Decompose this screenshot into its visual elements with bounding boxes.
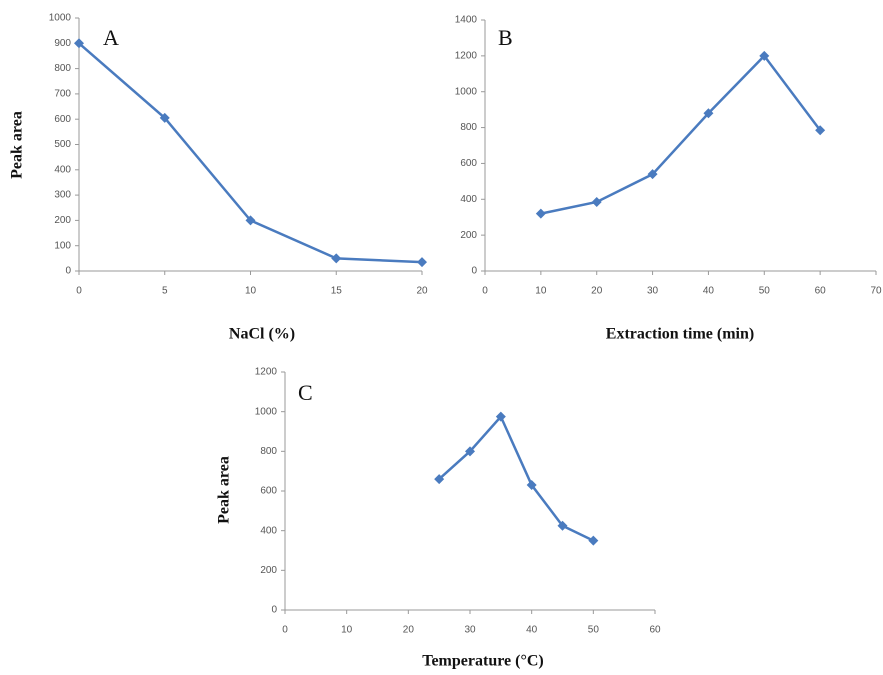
y-axis-title: Peak area bbox=[216, 456, 233, 524]
data-point bbox=[526, 480, 537, 491]
x-tick-label: 20 bbox=[416, 286, 428, 297]
data-point bbox=[703, 108, 714, 119]
y-tick-label: 500 bbox=[54, 139, 71, 150]
y-tick-label: 1000 bbox=[455, 86, 478, 97]
x-tick-label: 10 bbox=[245, 286, 257, 297]
data-line bbox=[78, 42, 423, 264]
x-tick-label: 70 bbox=[870, 286, 882, 297]
y-tick-label: 1400 bbox=[455, 15, 478, 26]
x-tick-label: 50 bbox=[759, 286, 771, 297]
x-axis-title: NaCl (%) bbox=[229, 326, 295, 343]
y-tick-label: 700 bbox=[54, 89, 71, 100]
x-tick-label: 60 bbox=[815, 286, 827, 297]
x-tick-label: 30 bbox=[647, 286, 659, 297]
x-tick-label: 0 bbox=[76, 286, 82, 297]
x-tick-label: 0 bbox=[482, 286, 488, 297]
y-tick-label: 1000 bbox=[49, 13, 72, 24]
x-tick-label: 50 bbox=[588, 625, 600, 636]
x-axis-title: Extraction time (min) bbox=[606, 326, 754, 343]
y-tick-label: 800 bbox=[54, 63, 71, 74]
y-tick-label: 1200 bbox=[255, 367, 278, 378]
y-tick-label: 1000 bbox=[255, 406, 278, 417]
x-tick-label: 40 bbox=[703, 286, 715, 297]
data-point bbox=[815, 125, 826, 136]
y-tick-label: 0 bbox=[471, 266, 477, 277]
data-point bbox=[591, 196, 602, 207]
x-axis-title: Temperature (°C) bbox=[422, 653, 543, 670]
data-point bbox=[535, 208, 546, 219]
y-tick-label: 200 bbox=[54, 215, 71, 226]
data-point bbox=[417, 257, 427, 268]
y-tick-label: 600 bbox=[460, 158, 477, 169]
y-tick-label: 600 bbox=[260, 486, 277, 497]
data-point bbox=[465, 446, 475, 457]
data-point bbox=[759, 50, 770, 61]
data-point bbox=[495, 411, 506, 422]
data-point bbox=[588, 535, 599, 546]
y-tick-label: 200 bbox=[460, 230, 477, 241]
y-tick-label: 400 bbox=[460, 194, 477, 205]
x-tick-label: 5 bbox=[162, 286, 168, 297]
x-tick-label: 0 bbox=[282, 625, 288, 636]
data-point bbox=[557, 520, 568, 531]
data-point bbox=[331, 253, 342, 264]
x-tick-label: 10 bbox=[341, 625, 353, 636]
y-tick-label: 200 bbox=[260, 565, 277, 576]
data-line bbox=[438, 414, 594, 542]
panel-label: B bbox=[498, 25, 513, 50]
data-point bbox=[434, 474, 445, 485]
data-point bbox=[647, 169, 658, 180]
y-tick-label: 0 bbox=[65, 266, 71, 277]
y-tick-label: 600 bbox=[54, 114, 71, 125]
y-tick-label: 800 bbox=[460, 122, 477, 133]
y-axis-title: Peak area bbox=[9, 111, 26, 179]
x-tick-label: 40 bbox=[526, 625, 538, 636]
y-tick-label: 800 bbox=[260, 446, 277, 457]
x-tick-label: 20 bbox=[591, 286, 603, 297]
y-tick-label: 900 bbox=[54, 38, 71, 49]
y-tick-label: 300 bbox=[54, 190, 71, 201]
x-tick-label: 60 bbox=[649, 625, 661, 636]
data-point bbox=[159, 112, 170, 123]
y-tick-label: 0 bbox=[271, 605, 277, 616]
y-tick-label: 400 bbox=[54, 164, 71, 175]
data-line bbox=[540, 53, 822, 215]
x-tick-label: 10 bbox=[535, 286, 547, 297]
y-tick-label: 100 bbox=[54, 240, 71, 251]
panel-label: C bbox=[298, 380, 313, 405]
y-tick-label: 400 bbox=[260, 525, 277, 536]
data-point bbox=[74, 38, 84, 49]
data-point bbox=[245, 215, 256, 226]
x-tick-label: 20 bbox=[403, 625, 415, 636]
x-tick-label: 15 bbox=[331, 286, 343, 297]
x-tick-label: 30 bbox=[464, 625, 476, 636]
panel-label: A bbox=[103, 25, 119, 50]
y-tick-label: 1200 bbox=[455, 50, 478, 61]
